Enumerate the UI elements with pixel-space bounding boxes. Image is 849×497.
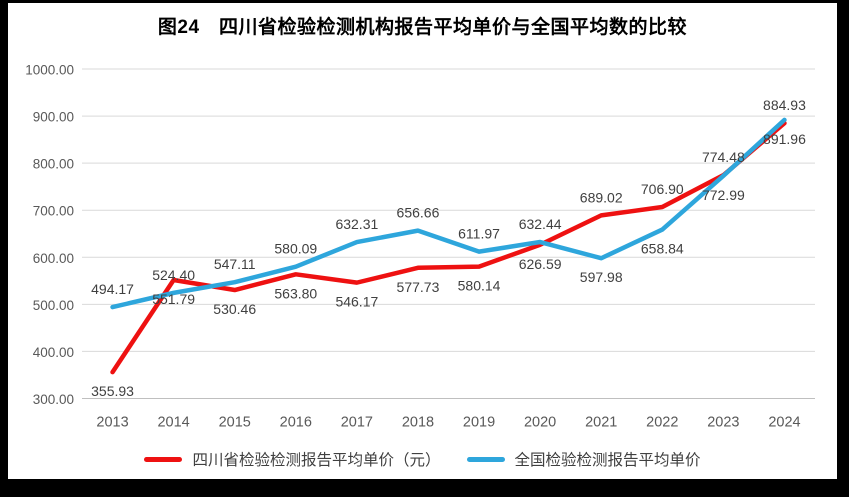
svg-text:611.97: 611.97: [458, 226, 500, 242]
svg-text:772.99: 772.99: [702, 187, 745, 203]
svg-text:689.02: 689.02: [580, 189, 623, 205]
svg-text:530.46: 530.46: [213, 301, 256, 317]
svg-text:2014: 2014: [157, 415, 189, 431]
gridlines: [82, 68, 815, 399]
svg-text:551.79: 551.79: [152, 291, 195, 307]
svg-text:900.00: 900.00: [33, 110, 74, 125]
legend: 四川省检验检测报告平均单价（元） 全国检验检测报告平均单价: [8, 448, 837, 470]
svg-text:2013: 2013: [96, 415, 128, 431]
svg-text:546.17: 546.17: [335, 294, 378, 310]
svg-text:891.96: 891.96: [763, 131, 806, 147]
series-line-1: [110, 117, 787, 310]
svg-text:658.84: 658.84: [641, 241, 684, 257]
svg-text:1000.00: 1000.00: [25, 63, 74, 78]
svg-text:774.48: 774.48: [702, 149, 745, 165]
svg-text:597.98: 597.98: [580, 269, 623, 285]
svg-text:580.14: 580.14: [458, 278, 501, 294]
svg-text:500.00: 500.00: [33, 298, 74, 313]
svg-text:563.80: 563.80: [274, 285, 317, 301]
svg-text:2023: 2023: [707, 415, 739, 431]
chart-canvas: 图24 四川省检验检测机构报告平均单价与全国平均数的比较 300.00 400.0…: [8, 3, 837, 479]
svg-text:2019: 2019: [463, 415, 495, 431]
series-line-0: [110, 120, 787, 375]
svg-text:524.40: 524.40: [152, 267, 195, 283]
svg-text:2022: 2022: [646, 415, 678, 431]
svg-text:706.90: 706.90: [641, 181, 684, 197]
svg-text:2015: 2015: [219, 415, 251, 431]
svg-text:580.09: 580.09: [274, 241, 317, 257]
svg-text:2024: 2024: [768, 415, 800, 431]
legend-label-sichuan: 四川省检验检测报告平均单价（元）: [192, 452, 441, 469]
svg-text:600.00: 600.00: [33, 251, 74, 266]
svg-text:400.00: 400.00: [33, 345, 74, 360]
svg-text:547.11: 547.11: [214, 256, 256, 272]
svg-text:2018: 2018: [402, 415, 434, 431]
svg-text:626.59: 626.59: [519, 256, 562, 272]
svg-text:577.73: 577.73: [397, 279, 440, 295]
svg-text:2021: 2021: [585, 415, 617, 431]
svg-text:2017: 2017: [341, 415, 373, 431]
svg-text:300.00: 300.00: [33, 392, 74, 407]
svg-text:2020: 2020: [524, 415, 556, 431]
svg-text:700.00: 700.00: [33, 204, 74, 219]
legend-swatch-sichuan-icon: [144, 456, 183, 462]
legend-item-national: 全国检验检测报告平均单价: [466, 448, 701, 470]
svg-text:884.93: 884.93: [763, 97, 806, 113]
legend-swatch-national-icon: [466, 456, 505, 462]
chart-title: 图24 四川省检验检测机构报告平均单价与全国平均数的比较: [157, 17, 688, 38]
svg-text:355.93: 355.93: [91, 383, 134, 399]
svg-text:2016: 2016: [280, 415, 312, 431]
line-chart: 300.00 400.00 500.00 600.00 700.00 800.00 900.…: [25, 63, 815, 431]
x-axis-labels: 2013 2014 2015 2016 2017 2018 2019 2020 2021 2022…: [96, 415, 800, 431]
svg-text:656.66: 656.66: [397, 205, 440, 221]
svg-text:800.00: 800.00: [33, 157, 74, 172]
data-labels: 355.93 551.79 530.46 563.80 546.17 577.73 580.…: [91, 97, 806, 399]
legend-item-sichuan: 四川省检验检测报告平均单价（元）: [144, 448, 441, 470]
legend-label-national: 全国检验检测报告平均单价: [514, 452, 701, 469]
svg-text:632.31: 632.31: [335, 216, 378, 232]
svg-text:632.44: 632.44: [519, 216, 562, 232]
y-axis-labels: 300.00 400.00 500.00 600.00 700.00 800.00 900.…: [25, 63, 74, 408]
svg-text:494.17: 494.17: [91, 281, 134, 297]
